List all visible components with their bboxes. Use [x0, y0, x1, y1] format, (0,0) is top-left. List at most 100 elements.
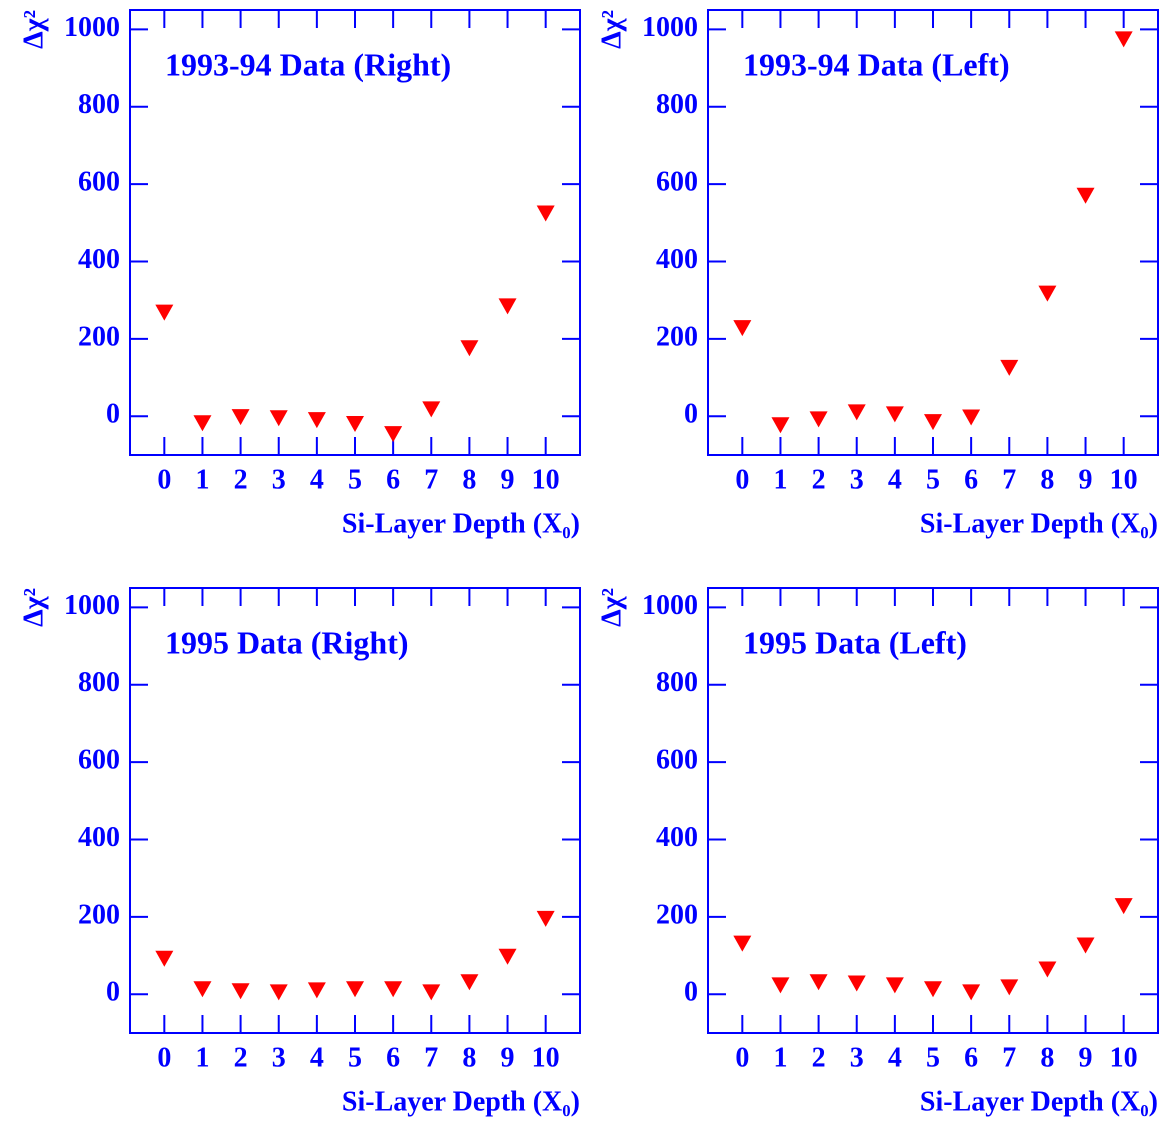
marker [1076, 937, 1095, 954]
x-tick-label: 2 [812, 464, 826, 495]
x-tick-label: 1 [195, 1042, 209, 1073]
y-tick-label: 200 [656, 899, 698, 930]
marker [1000, 979, 1019, 996]
marker [155, 304, 174, 321]
y-tick-label: 800 [78, 89, 120, 120]
x-tick-label: 3 [850, 464, 864, 495]
marker [885, 406, 904, 423]
y-tick-label: 0 [106, 399, 120, 430]
x-tick-label: 10 [1110, 464, 1138, 495]
marker [962, 409, 981, 426]
x-tick-label: 9 [1079, 464, 1093, 495]
y-tick-label: 0 [684, 977, 698, 1008]
y-tick-label: 800 [656, 667, 698, 698]
x-axis-label: Si-Layer Depth (X₀) [920, 1086, 1158, 1117]
y-tick-label: 1000 [64, 590, 120, 621]
marker [231, 409, 250, 426]
marker [346, 981, 364, 998]
x-tick-label: 0 [735, 464, 749, 495]
x-tick-label: 1 [773, 1042, 787, 1073]
marker [771, 977, 790, 994]
y-tick-label: 0 [684, 399, 698, 430]
x-tick-label: 5 [926, 1042, 940, 1073]
marker [924, 414, 942, 431]
x-tick-label: 7 [1002, 1042, 1016, 1073]
y-tick-label: 800 [78, 667, 120, 698]
marker [1114, 31, 1133, 48]
marker [809, 974, 828, 991]
x-tick-label: 5 [348, 1042, 362, 1073]
marker [231, 983, 250, 1000]
y-tick-label: 600 [656, 745, 698, 776]
y-tick-label: 1000 [642, 590, 698, 621]
y-tick-label: 400 [656, 822, 698, 853]
marker [1038, 961, 1057, 978]
chart-title: 1993-94 Data (Left) [743, 46, 1010, 82]
marker [847, 404, 866, 421]
marker [1038, 285, 1057, 302]
x-tick-label: 0 [157, 464, 171, 495]
marker [155, 950, 174, 967]
chart-title: 1995 Data (Left) [743, 624, 967, 660]
chart-title: 1995 Data (Right) [165, 624, 409, 660]
marker [1114, 898, 1133, 915]
x-tick-label: 8 [1040, 464, 1054, 495]
x-tick-label: 9 [1079, 1042, 1093, 1073]
marker [1076, 187, 1095, 204]
y-tick-label: 600 [78, 167, 120, 198]
x-tick-label: 8 [1040, 1042, 1054, 1073]
y-tick-label: 600 [656, 167, 698, 198]
marker [307, 412, 326, 429]
y-tick-label: 0 [106, 977, 120, 1008]
y-tick-label: 200 [78, 321, 120, 352]
x-tick-label: 1 [773, 464, 787, 495]
marker [498, 948, 517, 965]
x-tick-label: 7 [1002, 464, 1016, 495]
marker [193, 415, 212, 432]
marker [771, 417, 790, 434]
x-tick-label: 9 [501, 1042, 515, 1073]
y-axis-label: Δχ² [18, 588, 49, 627]
marker [733, 935, 752, 952]
x-tick-label: 8 [462, 464, 476, 495]
marker [536, 910, 555, 927]
x-tick-label: 8 [462, 1042, 476, 1073]
x-tick-label: 7 [424, 1042, 438, 1073]
y-tick-label: 400 [78, 244, 120, 275]
y-tick-label: 400 [656, 244, 698, 275]
x-tick-label: 5 [348, 464, 362, 495]
y-tick-label: 600 [78, 745, 120, 776]
x-axis-label: Si-Layer Depth (X₀) [342, 508, 580, 539]
x-tick-label: 6 [964, 1042, 978, 1073]
x-tick-label: 3 [272, 464, 286, 495]
y-tick-label: 800 [656, 89, 698, 120]
marker [269, 984, 288, 1001]
marker [422, 984, 441, 1001]
chart-title: 1993-94 Data (Right) [165, 46, 451, 82]
x-tick-label: 10 [532, 1042, 560, 1073]
x-tick-label: 3 [850, 1042, 864, 1073]
y-tick-label: 1000 [642, 12, 698, 43]
x-tick-label: 4 [310, 1042, 324, 1073]
x-tick-label: 4 [310, 464, 324, 495]
marker [885, 977, 904, 994]
x-tick-label: 2 [812, 1042, 826, 1073]
y-axis-label: Δχ² [596, 588, 627, 627]
marker [733, 320, 752, 337]
x-axis-label: Si-Layer Depth (X₀) [920, 508, 1158, 539]
x-tick-label: 2 [234, 1042, 248, 1073]
x-tick-label: 4 [888, 464, 902, 495]
x-tick-label: 1 [195, 464, 209, 495]
x-tick-label: 0 [735, 1042, 749, 1073]
marker [536, 205, 555, 222]
x-axis-label: Si-Layer Depth (X₀) [342, 1086, 580, 1117]
x-tick-label: 5 [926, 464, 940, 495]
marker [847, 975, 866, 992]
marker [307, 982, 326, 999]
marker [498, 298, 517, 315]
